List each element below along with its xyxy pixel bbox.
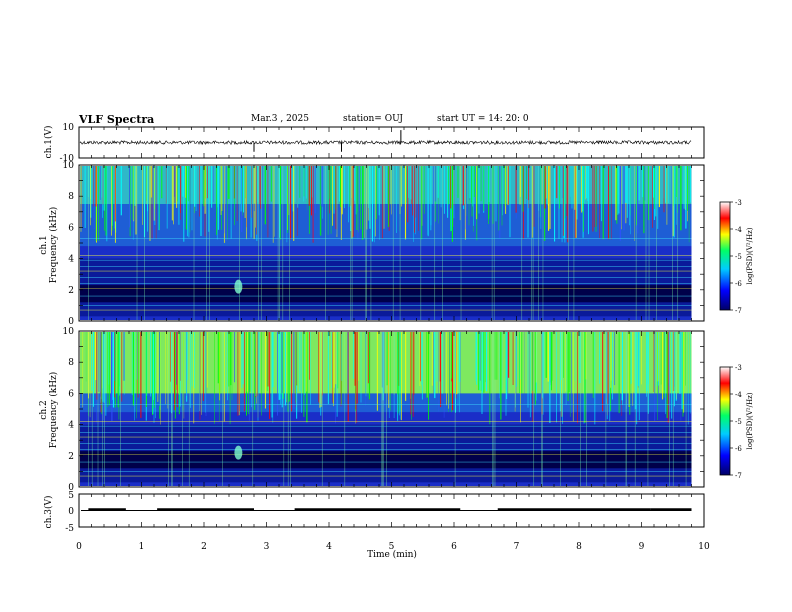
- ch1-freq-label-line1: ch.1: [39, 235, 49, 254]
- ch1-ylabel: ch.1(V): [43, 126, 54, 159]
- x-tick-label: 3: [264, 542, 270, 552]
- freq-tick-label: 4: [68, 421, 74, 431]
- start-time-label: start UT = 14: 20: 0: [437, 114, 529, 124]
- ch1-spectrogram-panel: 10 8 6 4 2 0 ch.1 Frequency (kHz): [39, 161, 705, 327]
- ch2-freq-label-line2: Frequency (kHz): [48, 372, 59, 449]
- ch3-panel: 5 0 -5 ch.3(V) 0 1 2 3 4 5 6 7 8 9 10 Time (min): [43, 491, 710, 560]
- ch2-spectrogram-image: [80, 332, 692, 486]
- date-label: Mar.3 , 2025: [251, 114, 309, 124]
- freq-tick-label: 2: [68, 286, 74, 296]
- x-axis-label: Time (min): [367, 549, 417, 560]
- colorbar-tick-label: -6: [735, 445, 742, 453]
- x-tick-label: 2: [201, 542, 207, 552]
- freq-tick-label: 8: [68, 358, 74, 368]
- x-tick-label: 8: [576, 542, 582, 552]
- colorbar-tick-label: -5: [735, 418, 742, 426]
- high-band: [80, 166, 692, 204]
- freq-tick-label: 0: [68, 317, 74, 327]
- freq-tick-label: 2: [68, 452, 74, 462]
- ch3-ytick-top: 5: [68, 491, 74, 501]
- colorbar-tick-label: -5: [735, 253, 742, 261]
- colorbar-tick-label: -3: [735, 199, 742, 207]
- ch2-freq-label-line1: ch.2: [39, 400, 49, 419]
- colorbar-tick-label: -6: [735, 280, 742, 288]
- emission-blob: [234, 279, 243, 294]
- ch1-spectrogram-image: [80, 166, 692, 320]
- colorbar-tick-label: -3: [735, 364, 742, 372]
- freq-tick-label: 10: [63, 161, 75, 171]
- dark-band: [80, 285, 692, 303]
- ch1-noise-trace: [79, 139, 692, 146]
- colorbar-tick-label: -4: [735, 391, 742, 399]
- ch3-ytick-bottom: -5: [65, 524, 74, 534]
- freq-tick-label: 6: [68, 389, 74, 399]
- colorbar-tick-label: -7: [735, 307, 742, 315]
- ch1-ytick-top: 10: [63, 123, 75, 133]
- x-tick-label: 9: [639, 542, 645, 552]
- high-band: [80, 332, 692, 394]
- ch1-waveform-line: [79, 130, 692, 152]
- x-tick-label: 6: [451, 542, 457, 552]
- x-tick-label: 5: [389, 542, 395, 552]
- freq-tick-label: 8: [68, 192, 74, 202]
- ch1-ytick-bottom: -10: [60, 154, 75, 164]
- ch1-panel: 10 -10 ch.1(V): [43, 123, 705, 164]
- ch3-signal-line: [81, 508, 692, 511]
- chart-title: VLF Spectra: [79, 113, 155, 126]
- ch2-spectrogram-panel: 10 8 6 4 2 0 ch.2 Frequency (kHz): [39, 327, 705, 493]
- x-tick-label: 10: [698, 542, 710, 552]
- mid-band: [80, 204, 692, 247]
- freq-tick-label: 6: [68, 223, 74, 233]
- mid-band: [80, 393, 692, 413]
- emission-blob: [234, 445, 243, 460]
- freq-tick-label: 10: [63, 327, 75, 337]
- station-label: station= OUJ: [343, 114, 404, 124]
- x-tick-label: 0: [76, 542, 82, 552]
- x-tick-label: 1: [139, 542, 145, 552]
- colorbar-tick-label: -4: [735, 226, 742, 234]
- colorbar-1: -3 -4 -5 -6 -7 log(PSD)(V²/Hz): [719, 199, 754, 315]
- dark-band: [80, 451, 692, 469]
- colorbar-2-label: log(PSD)(V²/Hz): [746, 392, 754, 449]
- colorbar-tick-label: -7: [735, 472, 742, 480]
- ch1-freq-label-line2: Frequency (kHz): [48, 207, 59, 284]
- freq-tick-label: 4: [68, 255, 74, 265]
- colorbar-2: -3 -4 -5 -6 -7 log(PSD)(V²/Hz): [719, 364, 754, 480]
- x-tick-label: 7: [514, 542, 520, 552]
- ch3-ytick-mid: 0: [68, 507, 74, 517]
- colorbar-1-label: log(PSD)(V²/Hz): [746, 227, 754, 284]
- ch3-ylabel: ch.3(V): [43, 496, 54, 529]
- freq-tick-label: 0: [68, 483, 74, 493]
- x-tick-label: 4: [326, 542, 332, 552]
